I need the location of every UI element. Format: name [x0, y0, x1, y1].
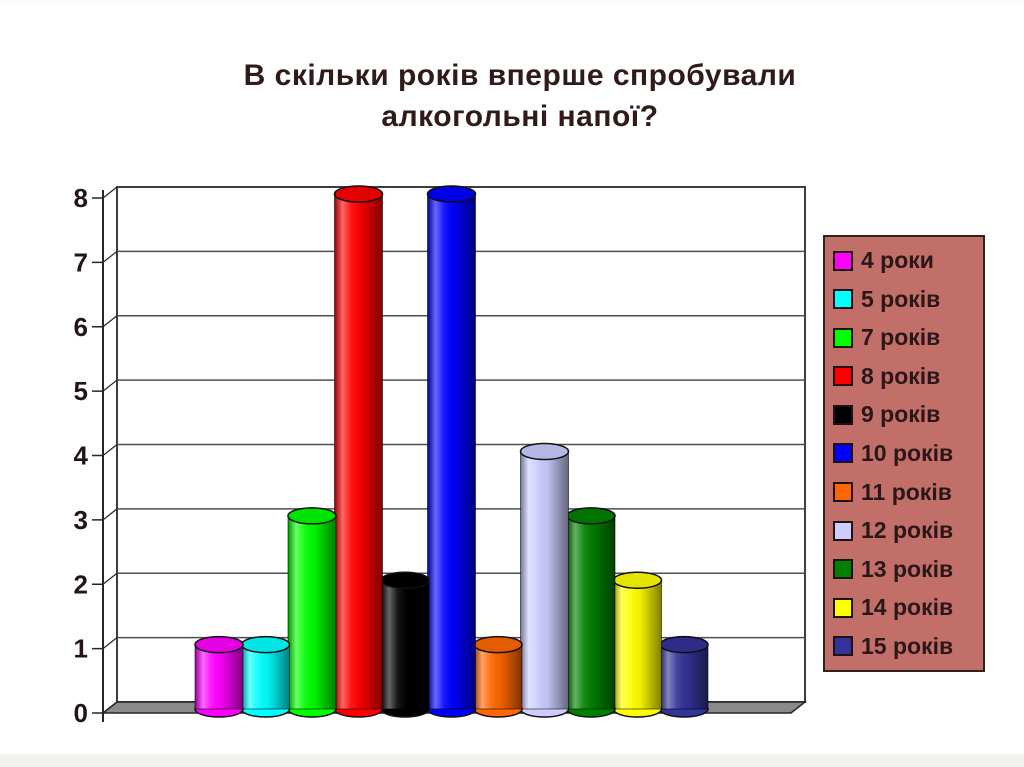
cylinder-shading — [473, 644, 523, 710]
cylinder-bar — [612, 571, 663, 718]
slide-footer-strip — [0, 754, 1024, 767]
cylinder-shading — [659, 644, 709, 710]
chart-title-line2: алкогольні напої? — [381, 100, 659, 133]
y-tick-depth-connector — [102, 444, 118, 456]
legend-swatch — [833, 366, 853, 387]
cylinder-top — [519, 442, 570, 461]
y-tick-depth-connector — [102, 508, 118, 521]
y-tick-label: 6 — [74, 312, 88, 342]
legend-item: 9 років — [833, 397, 983, 433]
y-tick-label: 8 — [74, 183, 88, 213]
legend-item: 8 років — [833, 358, 983, 394]
legend-item: 5 років — [833, 281, 983, 317]
cylinder-shading — [287, 515, 337, 710]
cylinder-top-shade — [427, 186, 476, 202]
legend-swatch — [833, 404, 853, 425]
legend-swatch — [833, 443, 853, 464]
y-tick-label: 0 — [74, 698, 88, 728]
legend-label: 7 років — [861, 324, 941, 351]
legend-label: 8 років — [861, 362, 941, 389]
cylinder-bar — [240, 635, 291, 718]
cylinder-top-shade — [334, 186, 383, 202]
legend-swatch — [833, 597, 853, 618]
y-tick-label: 2 — [74, 569, 88, 599]
cylinder-bar — [333, 185, 384, 718]
cylinder-top-shade — [474, 636, 522, 653]
legend-item: 4 роки — [833, 243, 983, 279]
legend-item: 12 років — [833, 513, 983, 549]
y-tick-label: 4 — [74, 441, 89, 471]
legend-item: 11 років — [833, 474, 983, 510]
cylinder-top-shade — [381, 572, 429, 589]
legend-item: 7 років — [833, 320, 983, 356]
cylinder-bar — [566, 507, 616, 718]
y-tick-depth-connector — [102, 572, 118, 585]
cylinder-top-shade — [613, 572, 662, 589]
cylinder-bar — [194, 635, 244, 718]
legend-swatch — [833, 289, 853, 310]
legend-item: 13 років — [833, 551, 983, 587]
cylinder-bar — [426, 185, 477, 718]
legend-label: 5 років — [861, 285, 941, 312]
cylinder-top-shade — [520, 443, 569, 460]
legend-label: 15 років — [861, 632, 954, 659]
y-tick-depth-connector — [102, 379, 118, 392]
legend-swatch — [833, 559, 853, 580]
y-tick-label: 7 — [74, 247, 88, 277]
cylinder-shading — [427, 193, 476, 710]
cylinder-bar — [473, 635, 523, 718]
legend-item: 14 років — [833, 590, 983, 626]
cylinder-shading — [334, 193, 383, 710]
y-tick-depth-connector — [102, 250, 118, 263]
cylinder-top-shade — [288, 507, 336, 524]
cylinder-top-shade — [241, 636, 290, 653]
legend-swatch — [833, 482, 853, 503]
cylinder-bar — [519, 442, 570, 718]
cylinder-top-shade — [660, 636, 708, 653]
chart-title-line1: В скільки років вперше спробували — [243, 59, 797, 92]
legend-label: 9 років — [861, 401, 941, 428]
cylinder-shading — [520, 451, 569, 710]
cylinder-bar — [287, 507, 337, 718]
cylinder-top — [333, 185, 384, 203]
y-tick-label: 5 — [74, 376, 88, 406]
slide-top-edge — [0, 0, 1024, 3]
legend-item: 10 років — [833, 435, 983, 471]
chart-title: В скільки років вперше спробували алкого… — [16, 55, 1024, 137]
legend-swatch — [833, 636, 853, 657]
legend-swatch — [833, 250, 853, 271]
y-tick-depth-connector — [102, 315, 118, 328]
legend-item: 15 років — [833, 628, 983, 664]
legend-label: 11 років — [861, 478, 952, 505]
legend-label: 10 років — [861, 439, 954, 466]
cylinder-shading — [566, 515, 616, 710]
y-tick-depth-connector — [102, 186, 118, 199]
cylinder-top-shade — [567, 507, 615, 524]
y-tick-depth-connector — [102, 701, 118, 714]
legend-swatch — [833, 520, 853, 541]
cylinder-top — [287, 507, 337, 525]
legend-label: 14 років — [861, 594, 954, 621]
legend-label: 12 років — [861, 517, 954, 544]
cylinder-shading — [194, 644, 244, 710]
y-tick-label: 1 — [74, 634, 88, 664]
chart-legend: 4 роки 5 років 7 років 8 років 9 років 10 рок… — [823, 235, 985, 672]
cylinder-shading — [613, 579, 662, 710]
cylinder-shading — [380, 579, 430, 710]
cylinder-shading — [241, 644, 290, 710]
legend-label: 13 років — [861, 555, 954, 582]
legend-label: 4 роки — [861, 247, 934, 274]
cylinder-top — [426, 185, 477, 203]
y-tick-depth-connector — [102, 637, 118, 650]
cylinder-bar — [380, 571, 430, 718]
cylinder-top — [194, 635, 244, 654]
cylinder-top-shade — [195, 636, 243, 653]
legend-swatch — [833, 327, 853, 348]
y-tick-label: 3 — [74, 505, 88, 535]
cylinder-bar — [659, 635, 709, 718]
